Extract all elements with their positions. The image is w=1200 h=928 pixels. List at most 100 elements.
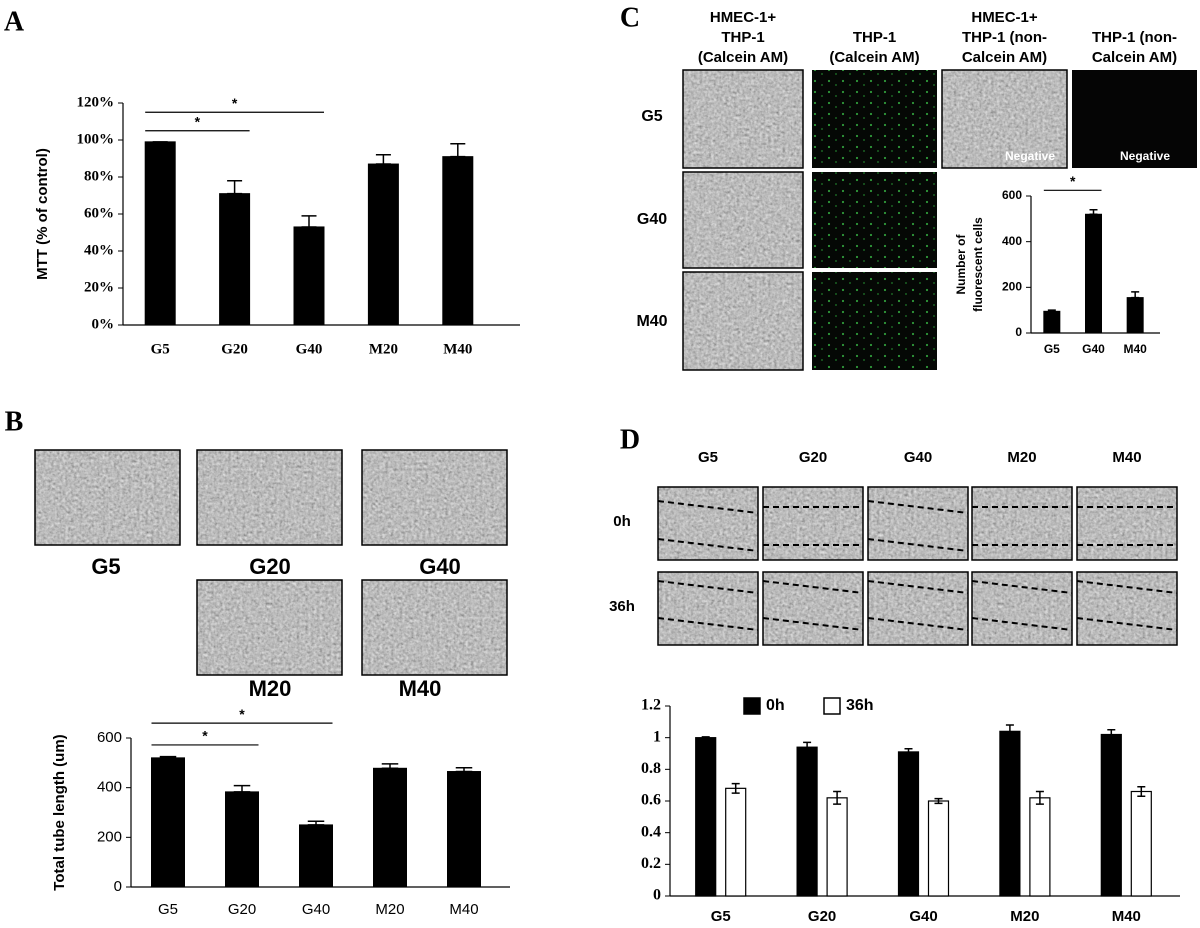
y-tick-label: 1.2	[641, 697, 661, 714]
bar	[373, 767, 407, 888]
x-tick-label: M40	[443, 341, 472, 357]
x-tick-label: G40	[1082, 342, 1105, 356]
error-bar	[701, 736, 710, 740]
y-tick-label: 0	[114, 878, 122, 895]
error-bar	[1137, 786, 1146, 797]
wound-edge	[657, 617, 759, 631]
micrograph-frame	[1076, 571, 1178, 646]
image-caption: G5	[91, 554, 120, 579]
y-tick-label: 100%	[77, 131, 115, 147]
y-axis-title: fluorescent cells	[971, 217, 985, 312]
wound-edge	[657, 580, 759, 594]
wound-edge	[1076, 580, 1178, 594]
row-label: G40	[637, 211, 667, 228]
x-tick-label: M40	[1112, 908, 1141, 925]
error-bar	[904, 748, 913, 756]
bar	[1130, 790, 1152, 897]
wound-edge	[657, 538, 759, 552]
row-label: 0h	[613, 513, 631, 530]
legend-swatch	[823, 697, 841, 715]
micrograph	[683, 272, 803, 370]
micrograph	[1072, 70, 1197, 168]
micrograph-frame	[867, 486, 969, 561]
bar	[999, 730, 1021, 897]
bar	[897, 751, 920, 897]
micrograph	[658, 487, 758, 560]
bar	[151, 757, 185, 888]
micrograph	[942, 70, 1067, 168]
micrograph	[812, 172, 937, 268]
column-header: Calcein AM)	[1092, 49, 1177, 66]
error-bar	[159, 755, 177, 759]
y-tick-label: 60%	[84, 205, 114, 221]
column-header: M40	[1112, 449, 1141, 466]
error-bar	[1131, 291, 1140, 299]
bar	[225, 791, 259, 888]
error-bar	[233, 784, 251, 793]
legend-swatch	[743, 697, 761, 715]
micrograph	[1077, 572, 1177, 645]
column-header: THP-1	[853, 29, 896, 46]
micrograph	[35, 450, 180, 545]
x-tick-label: M20	[375, 901, 404, 918]
micrograph	[658, 572, 758, 645]
error-bar	[227, 179, 243, 195]
bar	[796, 746, 818, 897]
column-header: G40	[904, 449, 932, 466]
y-tick-label: 200	[1002, 280, 1022, 294]
y-tick-label: 20%	[84, 279, 114, 295]
y-tick-label: 0.8	[641, 760, 661, 777]
error-bar	[450, 142, 466, 158]
wound-edge	[867, 538, 969, 552]
wound-edge	[867, 617, 969, 631]
x-tick-label: M40	[1123, 342, 1147, 356]
image-caption: M40	[399, 676, 442, 701]
bar	[1043, 310, 1061, 334]
image-caption: G20	[249, 554, 291, 579]
error-bar	[1089, 208, 1098, 216]
micrograph	[362, 580, 507, 675]
y-tick-label: 80%	[84, 168, 114, 184]
column-header: (Calcein AM)	[698, 49, 788, 66]
y-tick-label: 600	[1002, 188, 1022, 202]
micrograph	[972, 487, 1072, 560]
error-bar	[731, 782, 740, 794]
micrograph-frame	[971, 486, 1073, 561]
significance-mark: *	[1070, 173, 1076, 189]
column-header: HMEC-1+	[971, 9, 1038, 26]
x-tick-label: G40	[909, 908, 937, 925]
micrograph-frame	[762, 486, 864, 561]
y-tick-label: 400	[97, 779, 122, 796]
y-tick-label: 600	[97, 729, 122, 746]
micrograph-frame	[682, 271, 804, 371]
micrograph-frame	[657, 486, 759, 561]
bar	[442, 156, 474, 326]
bar	[826, 797, 848, 897]
y-axis-title: Number of	[954, 233, 968, 294]
x-tick-label: G40	[296, 341, 323, 357]
y-tick-label: 40%	[84, 242, 114, 258]
bar	[725, 787, 747, 897]
micrograph-frame	[867, 571, 969, 646]
panel-label: B	[5, 406, 24, 437]
column-header: THP-1	[721, 29, 764, 46]
micrograph-frame	[1076, 486, 1178, 561]
micrograph	[683, 70, 803, 168]
y-tick-label: 1	[653, 728, 661, 745]
wound-edge	[1076, 617, 1178, 631]
bar	[293, 226, 325, 326]
error-bar	[307, 820, 325, 826]
micrograph-frame	[941, 69, 1068, 169]
y-tick-label: 0.6	[641, 792, 661, 809]
wound-edge	[971, 580, 1073, 594]
image-label: Negative	[1005, 149, 1055, 163]
error-bar	[833, 790, 842, 805]
y-axis-title: MTT (% of control)	[34, 148, 51, 280]
micrograph-frame	[762, 571, 864, 646]
bar	[1029, 797, 1051, 897]
micrograph	[868, 572, 968, 645]
wound-edge	[657, 500, 759, 514]
bar	[927, 800, 950, 897]
bar	[144, 141, 176, 326]
